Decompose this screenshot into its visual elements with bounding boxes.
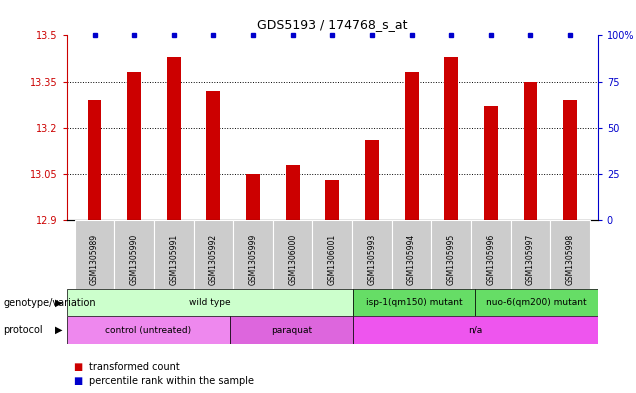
- Bar: [114, 220, 154, 289]
- Text: ■: ■: [73, 362, 83, 373]
- Text: protocol: protocol: [3, 325, 43, 335]
- Bar: [326, 180, 339, 220]
- Bar: [404, 72, 418, 220]
- Text: GSM1305994: GSM1305994: [407, 234, 416, 285]
- Bar: [550, 220, 590, 289]
- Text: GSM1305993: GSM1305993: [368, 234, 377, 285]
- Bar: [246, 174, 260, 220]
- Bar: [511, 220, 550, 289]
- Text: GSM1305996: GSM1305996: [487, 234, 495, 285]
- Bar: [352, 220, 392, 289]
- Bar: [193, 220, 233, 289]
- Bar: [167, 57, 181, 220]
- Bar: [563, 100, 577, 220]
- Bar: [230, 316, 353, 344]
- Bar: [431, 220, 471, 289]
- Bar: [207, 91, 220, 220]
- Bar: [365, 140, 379, 220]
- Text: GSM1305995: GSM1305995: [446, 234, 456, 285]
- Text: isp-1(qm150) mutant: isp-1(qm150) mutant: [366, 298, 462, 307]
- Text: control (untreated): control (untreated): [106, 326, 191, 334]
- Text: wild type: wild type: [189, 298, 231, 307]
- Bar: [67, 289, 353, 316]
- Text: GSM1305990: GSM1305990: [130, 234, 139, 285]
- Bar: [233, 220, 273, 289]
- Bar: [484, 106, 498, 220]
- Bar: [88, 100, 102, 220]
- Text: GSM1305998: GSM1305998: [565, 234, 574, 285]
- Bar: [353, 316, 598, 344]
- Text: ▶: ▶: [55, 325, 62, 335]
- Text: GSM1305999: GSM1305999: [249, 234, 258, 285]
- Bar: [475, 289, 598, 316]
- Text: GSM1305989: GSM1305989: [90, 234, 99, 285]
- Text: genotype/variation: genotype/variation: [3, 298, 96, 308]
- Text: GSM1305997: GSM1305997: [526, 234, 535, 285]
- Text: percentile rank within the sample: percentile rank within the sample: [89, 376, 254, 386]
- Text: GSM1305992: GSM1305992: [209, 234, 218, 285]
- Bar: [471, 220, 511, 289]
- Bar: [154, 220, 193, 289]
- Bar: [67, 316, 230, 344]
- Bar: [353, 289, 475, 316]
- Text: GSM1306000: GSM1306000: [288, 234, 297, 285]
- Text: GSM1306001: GSM1306001: [328, 234, 337, 285]
- Text: n/a: n/a: [468, 326, 483, 334]
- Bar: [286, 165, 300, 220]
- Title: GDS5193 / 174768_s_at: GDS5193 / 174768_s_at: [257, 18, 408, 31]
- Bar: [392, 220, 431, 289]
- Text: paraquat: paraquat: [271, 326, 312, 334]
- Bar: [74, 220, 114, 289]
- Text: transformed count: transformed count: [89, 362, 180, 373]
- Bar: [273, 220, 312, 289]
- Text: ■: ■: [73, 376, 83, 386]
- Text: nuo-6(qm200) mutant: nuo-6(qm200) mutant: [487, 298, 587, 307]
- Text: ▶: ▶: [55, 298, 62, 308]
- Text: GSM1305991: GSM1305991: [169, 234, 178, 285]
- Bar: [312, 220, 352, 289]
- Bar: [445, 57, 458, 220]
- Bar: [127, 72, 141, 220]
- Bar: [523, 82, 537, 220]
